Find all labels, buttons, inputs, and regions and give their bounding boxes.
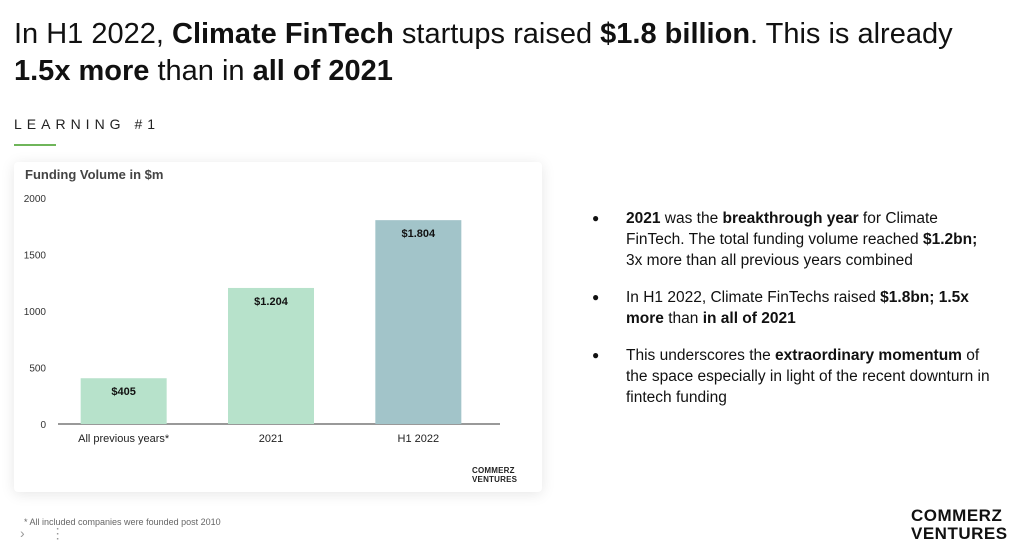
headline-text-2: startups raised xyxy=(393,18,601,50)
bullet-3-text-2: of the space especially in light of the … xyxy=(626,347,990,406)
bullet-2-text-1: In H1 2022, Climate FinTechs raised xyxy=(626,289,881,306)
chart-logo: COMMERZ VENTURES xyxy=(472,466,517,484)
bar-data-label: $1.804 xyxy=(402,228,437,240)
headline-emphasis-2: $1.8 billion xyxy=(600,18,751,50)
bullet-2-bold-1: $1.8bn; xyxy=(880,289,935,306)
bullet-2-bold-3: in all of 2021 xyxy=(702,310,796,327)
headline-emphasis-4: all of 2021 xyxy=(252,55,393,87)
bullet-list: 2021 was the breakthrough year for Clima… xyxy=(592,208,992,424)
chart-logo-line-1: COMMERZ xyxy=(472,466,515,475)
bullet-2-bold-2: 1.5x more xyxy=(626,289,969,327)
bullet-1-bold-2: breakthrough year xyxy=(722,210,859,227)
brand-logo-line-2: VENTURES xyxy=(911,524,1008,543)
page-headline: In H1 2022, Climate FinTech startups rai… xyxy=(14,16,1004,90)
bullet-2-text-3: than xyxy=(663,310,703,327)
bullet-1-text-1: was the xyxy=(660,210,723,227)
bar-data-label: $1.204 xyxy=(254,296,289,308)
y-tick-label: 0 xyxy=(40,420,46,431)
bar-data-label: $405 xyxy=(111,386,135,398)
brand-logo-line-1: COMMERZ xyxy=(911,506,1003,525)
bullet-3-text-1: This underscores the xyxy=(626,347,776,364)
footnote: * All included companies were founded po… xyxy=(24,517,221,527)
bar xyxy=(228,287,314,424)
y-tick-label: 500 xyxy=(29,364,46,375)
slide-controls[interactable]: › ⋮ xyxy=(20,525,65,542)
headline-text-1: In H1 2022, xyxy=(14,18,172,50)
learning-underline xyxy=(14,144,56,146)
y-tick-label: 1000 xyxy=(24,307,47,318)
chart-title: Funding Volume in $m xyxy=(25,167,164,182)
more-vertical-icon[interactable]: ⋮ xyxy=(50,525,65,541)
headline-emphasis-1: Climate FinTech xyxy=(172,18,394,50)
bullet-1-bold-1: 2021 xyxy=(626,210,661,227)
bullet-item-1: 2021 was the breakthrough year for Clima… xyxy=(592,208,992,271)
bullet-3-bold-1: extraordinary momentum xyxy=(775,347,962,364)
headline-emphasis-3: 1.5x more xyxy=(14,55,150,87)
x-tick-label: 2021 xyxy=(259,433,283,445)
bullet-1-text-2: for Climate FinTech. The total funding v… xyxy=(626,210,938,248)
headline-text-3: . This is already xyxy=(750,18,953,50)
x-tick-label: All previous years* xyxy=(78,433,170,445)
chevron-right-icon[interactable]: › xyxy=(20,525,25,541)
learning-label: LEARNING #1 xyxy=(14,116,161,132)
y-tick-label: 1500 xyxy=(24,251,47,262)
brand-logo: COMMERZ VENTURES xyxy=(911,507,1008,543)
bullet-item-3: This underscores the extraordinary momen… xyxy=(592,345,992,408)
bullet-1-text-3: 3x more than all previous years combined xyxy=(626,252,913,269)
bullet-item-2: In H1 2022, Climate FinTechs raised $1.8… xyxy=(592,287,992,329)
bar xyxy=(375,220,462,424)
bullet-1-bold-3: $1.2bn; xyxy=(922,231,978,248)
chart-logo-line-2: VENTURES xyxy=(472,475,518,484)
x-tick-label: H1 2022 xyxy=(398,433,440,445)
y-tick-label: 2000 xyxy=(24,194,47,205)
bar xyxy=(80,378,167,424)
headline-text-4: than in xyxy=(149,55,253,87)
